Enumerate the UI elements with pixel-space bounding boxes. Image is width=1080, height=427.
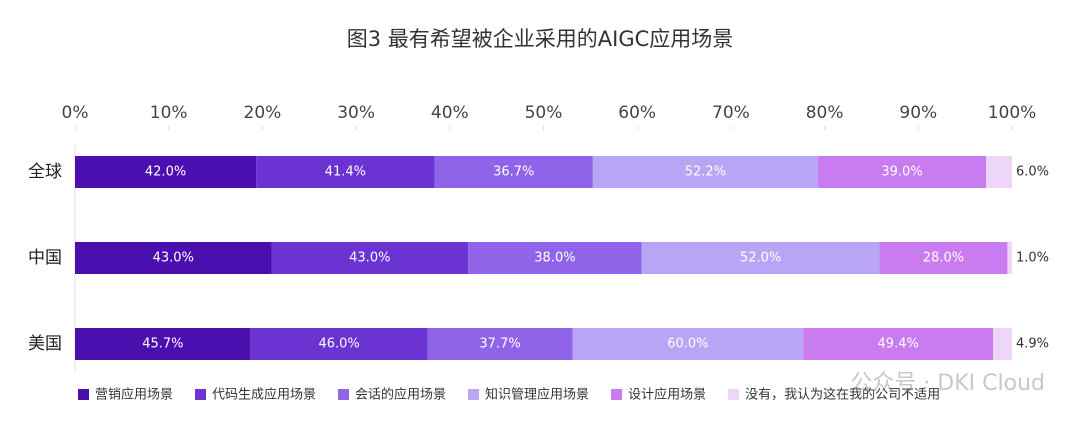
value-label: 37.7%	[479, 337, 520, 352]
bar-segment	[1007, 242, 1012, 274]
value-label: 4.9%	[1016, 337, 1049, 352]
x-tick-label: 50%	[525, 103, 563, 123]
legend-label: 没有，我认为这在我的公司不适用	[745, 387, 940, 403]
value-label: 28.0%	[923, 251, 964, 266]
x-tick-label: 20%	[244, 103, 282, 123]
value-label: 36.7%	[493, 165, 534, 180]
bar-segment	[803, 328, 994, 360]
value-label: 39.0%	[881, 165, 922, 180]
bar-segment	[75, 328, 251, 360]
bar-segment	[641, 242, 880, 274]
x-tick-label: 80%	[806, 103, 844, 123]
bar-segment	[986, 156, 1012, 188]
x-tick-label: 100%	[988, 103, 1037, 123]
value-label: 49.4%	[878, 337, 919, 352]
x-tick-label: 70%	[712, 103, 750, 123]
legend-label: 知识管理应用场景	[485, 387, 589, 403]
value-label: 60.0%	[667, 337, 708, 352]
watermark: 公众号 · DKI Cloud	[850, 371, 1045, 396]
value-label: 45.7%	[142, 337, 183, 352]
y-tick-label: 美国	[28, 334, 62, 354]
legend-swatch	[728, 389, 740, 400]
bar-segment	[427, 328, 573, 360]
x-tick-label: 60%	[618, 103, 656, 123]
bar-segment	[250, 328, 428, 360]
bar-segment	[817, 156, 987, 188]
bar-segment	[592, 156, 818, 188]
bar-segment	[271, 242, 469, 274]
bar-segment	[468, 242, 642, 274]
value-label: 43.0%	[153, 251, 194, 266]
value-label: 6.0%	[1016, 165, 1049, 180]
x-tick-label: 30%	[337, 103, 375, 123]
value-label: 41.4%	[325, 165, 366, 180]
value-label: 46.0%	[318, 337, 359, 352]
x-tick-label: 0%	[62, 103, 89, 123]
bar-segment	[993, 328, 1012, 360]
legend-label: 会话的应用场景	[355, 387, 446, 403]
legend-swatch	[468, 389, 480, 400]
value-label: 52.2%	[685, 165, 726, 180]
bar-segment	[879, 242, 1008, 274]
legend-swatch	[78, 389, 89, 400]
legend-swatch	[195, 389, 207, 400]
x-tick-label: 90%	[899, 103, 937, 123]
bar-segment	[572, 328, 804, 360]
bar-segment	[256, 156, 435, 188]
legend-swatch	[611, 389, 623, 400]
legend-label: 设计应用场景	[628, 387, 706, 403]
bar-segment	[434, 156, 593, 188]
value-label: 38.0%	[534, 251, 575, 266]
legend-label: 代码生成应用场景	[212, 387, 316, 403]
value-label: 43.0%	[349, 251, 390, 266]
x-tick-label: 10%	[150, 103, 188, 123]
bar-segment	[75, 156, 257, 188]
legend-swatch	[338, 389, 350, 400]
chart-title: 图3 最有希望被企业采用的AIGC应用场景	[347, 27, 734, 51]
value-label: 52.0%	[740, 251, 781, 266]
y-tick-label: 中国	[28, 248, 62, 268]
y-tick-label: 全球	[28, 162, 62, 182]
value-label: 1.0%	[1016, 251, 1049, 266]
value-label: 42.0%	[145, 165, 186, 180]
bar-segment	[75, 242, 272, 274]
legend-label: 营销应用场景	[95, 387, 173, 403]
x-tick-label: 40%	[431, 103, 469, 123]
